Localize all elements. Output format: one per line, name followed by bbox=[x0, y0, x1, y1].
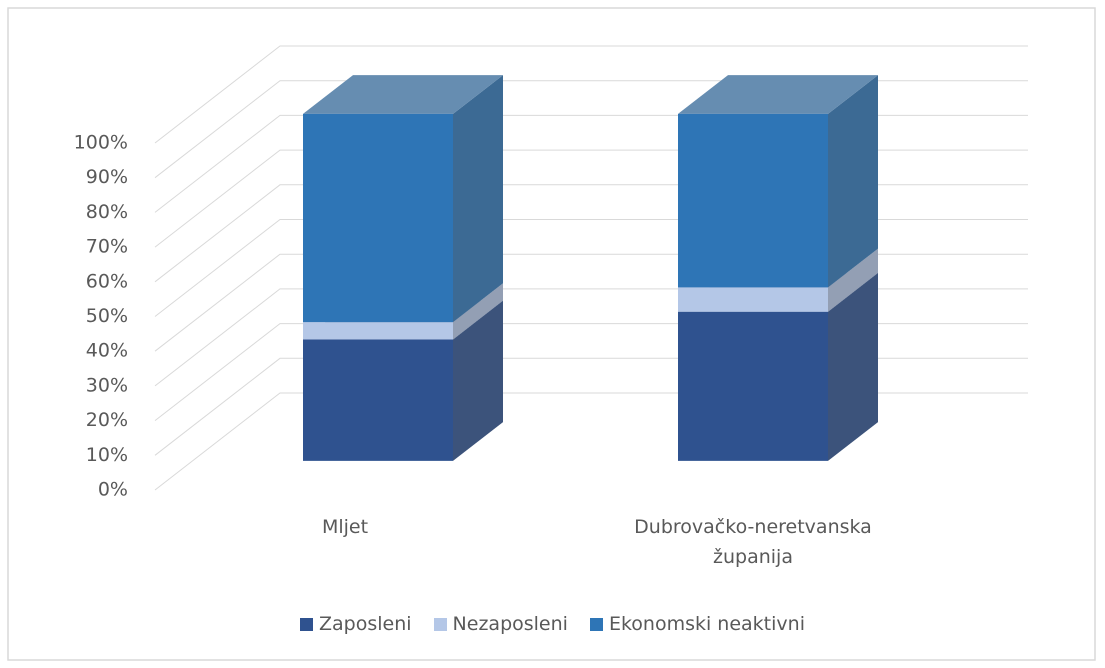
legend-item: Nezaposleni bbox=[433, 613, 568, 635]
y-tick-label: 10% bbox=[86, 444, 128, 466]
bar-side bbox=[453, 300, 503, 461]
bar bbox=[678, 113, 828, 288]
x-tick-label: Dubrovačko-neretvanska županija bbox=[634, 516, 872, 568]
bar bbox=[678, 287, 828, 312]
bar-side bbox=[453, 283, 503, 340]
legend-swatch bbox=[589, 617, 603, 631]
bar bbox=[678, 311, 828, 461]
y-tick-label: 100% bbox=[74, 132, 128, 154]
bar-top bbox=[303, 75, 503, 114]
legend: Zaposleni Nezaposleni Ekonomski neaktivni bbox=[0, 613, 1105, 635]
legend-label: Nezaposleni bbox=[452, 613, 568, 635]
bar-side bbox=[453, 75, 503, 323]
bar bbox=[303, 339, 453, 461]
grid-line bbox=[154, 219, 1028, 317]
y-tick-label: 70% bbox=[86, 236, 128, 258]
grid-line bbox=[154, 357, 1028, 456]
bar bbox=[303, 322, 453, 340]
grid-line bbox=[154, 184, 1028, 283]
bar-side bbox=[828, 272, 878, 461]
legend-item: Zaposleni bbox=[300, 613, 412, 635]
grid-line bbox=[154, 80, 1028, 179]
grid-line bbox=[154, 45, 1028, 144]
grid-line bbox=[154, 323, 1028, 421]
legend-swatch bbox=[433, 617, 447, 631]
y-tick-label: 80% bbox=[86, 201, 128, 223]
y-tick-label: 0% bbox=[98, 479, 128, 501]
bar-side bbox=[828, 75, 878, 288]
legend-label: Zaposleni bbox=[319, 613, 412, 635]
y-tick-label: 30% bbox=[86, 374, 128, 396]
grid-line bbox=[154, 114, 1028, 213]
y-tick-label: 50% bbox=[86, 305, 128, 327]
legend-swatch bbox=[300, 617, 313, 631]
y-tick-label: 90% bbox=[86, 166, 128, 188]
chart-border bbox=[7, 7, 1096, 661]
y-tick-label: 60% bbox=[86, 270, 128, 292]
grid-line bbox=[154, 288, 1028, 387]
grid-line bbox=[154, 253, 1028, 352]
legend-item: Ekonomski neaktivni bbox=[589, 613, 805, 635]
y-tick-label: 20% bbox=[86, 409, 128, 431]
grid-line bbox=[154, 149, 1028, 248]
bar bbox=[303, 113, 453, 323]
legend-label: Ekonomski neaktivni bbox=[608, 613, 805, 635]
y-tick-label: 40% bbox=[86, 340, 128, 362]
grid-line bbox=[154, 392, 1028, 491]
x-tick-label: Mljet bbox=[321, 516, 369, 538]
bar-top bbox=[678, 75, 878, 114]
bar-side bbox=[828, 248, 878, 312]
